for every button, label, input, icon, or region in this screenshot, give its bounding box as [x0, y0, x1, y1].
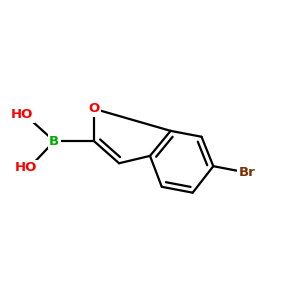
- Text: HO: HO: [11, 108, 33, 121]
- Text: HO: HO: [15, 161, 38, 174]
- Text: B: B: [49, 135, 59, 148]
- Text: O: O: [88, 102, 100, 115]
- Text: Br: Br: [239, 166, 256, 178]
